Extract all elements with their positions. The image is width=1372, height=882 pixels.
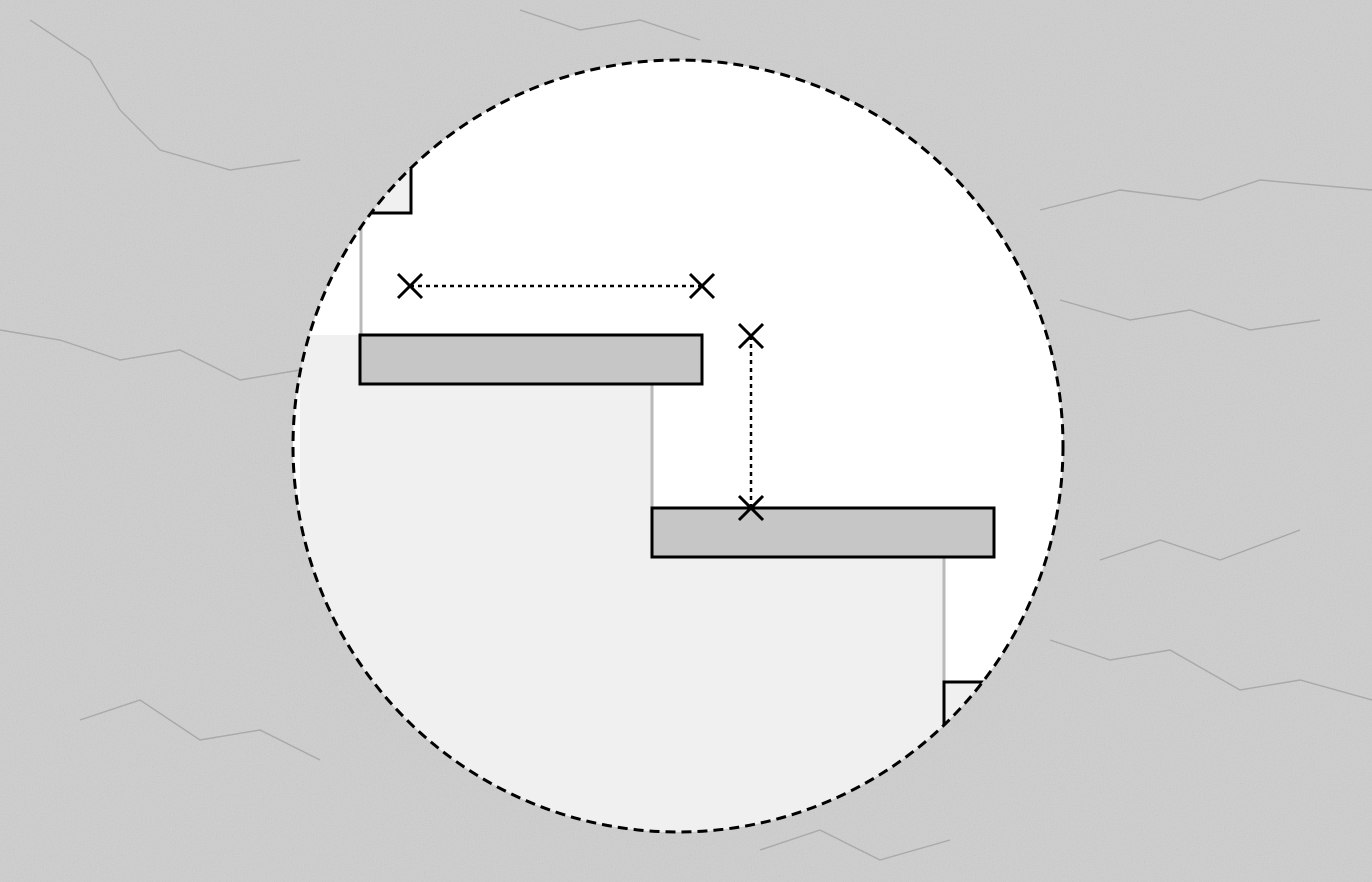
upper-step-corner xyxy=(360,150,413,215)
lower-step-corner xyxy=(942,680,1000,740)
stair-tread-upper xyxy=(358,333,704,386)
cross-marker-icon xyxy=(737,494,765,522)
cross-marker-icon xyxy=(737,322,765,350)
cross-marker-icon xyxy=(396,272,424,300)
cross-marker-icon xyxy=(688,272,716,300)
lens-border xyxy=(291,58,1065,834)
tread-depth-dimension xyxy=(396,272,716,300)
riser-height-dimension xyxy=(737,322,765,522)
stair-tread-lower xyxy=(650,506,996,559)
concrete-cracks xyxy=(0,9,1372,861)
